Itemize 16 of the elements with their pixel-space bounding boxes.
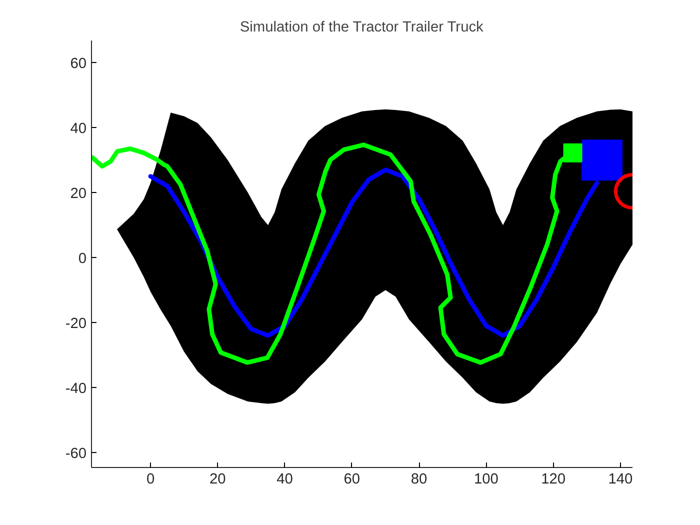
x-tick-label: 60	[344, 472, 360, 488]
y-tick-label: 60	[70, 56, 87, 72]
y-tick-label: 40	[70, 121, 87, 138]
x-tick-label: 0	[146, 472, 155, 488]
x-tick-label: 40	[276, 472, 293, 488]
y-tick-label: 0	[78, 251, 87, 268]
x-tick-label: 140	[608, 472, 633, 488]
x-tick-label: 100	[474, 472, 498, 488]
x-tick-label: 120	[541, 472, 566, 488]
chart-title: Simulation of the Tractor Trailer Truck	[240, 20, 484, 36]
x-tick-label: 80	[410, 472, 428, 488]
x-tick-label: 20	[210, 472, 226, 488]
y-tick-label: -60	[65, 446, 87, 462]
y-tick-label: -20	[65, 316, 87, 332]
y-tick-label: 20	[70, 186, 87, 202]
y-tick-label: -40	[65, 381, 87, 398]
